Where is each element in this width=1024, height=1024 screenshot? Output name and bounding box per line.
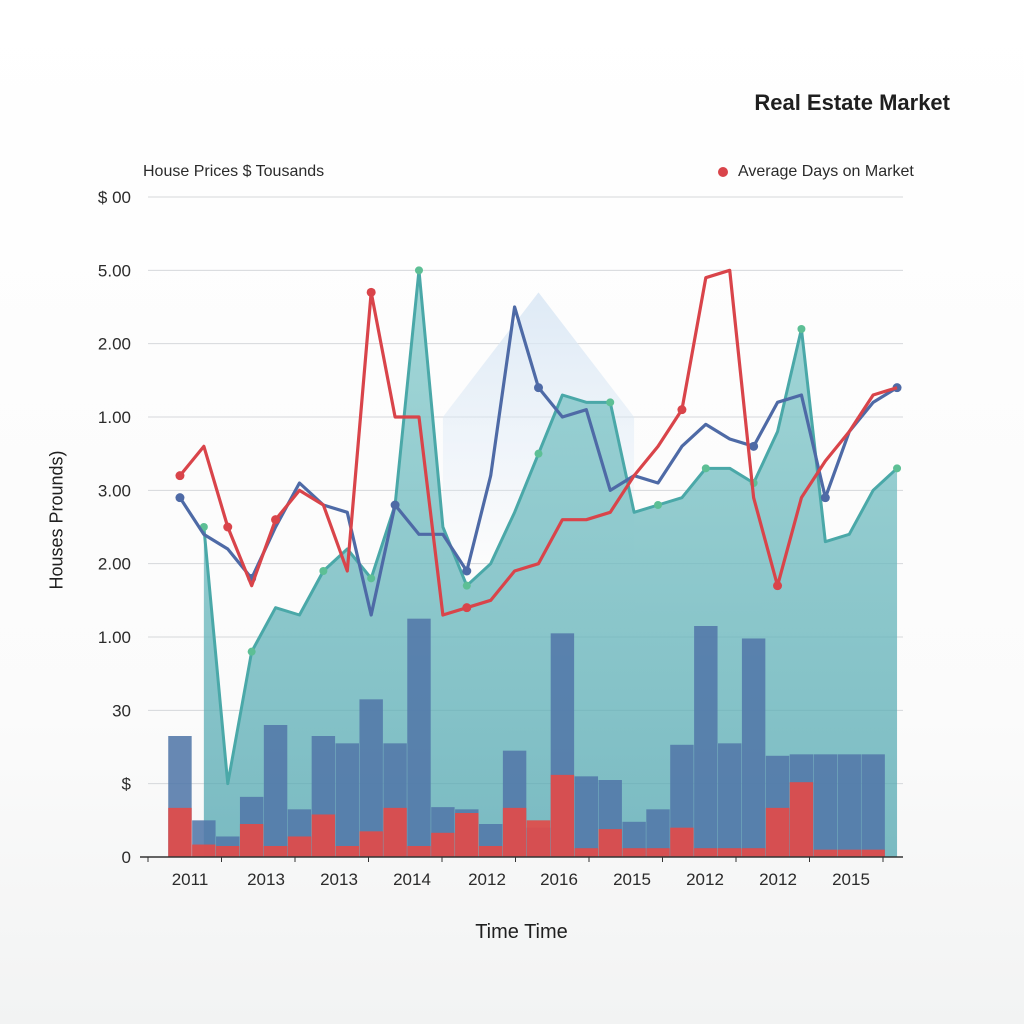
chart-legend: Average Days on Market — [718, 163, 914, 181]
line-series-point — [271, 515, 281, 525]
bar-blue — [837, 754, 861, 857]
bar-blue — [694, 626, 718, 857]
area-series-point — [606, 398, 615, 407]
area-series-point — [893, 464, 902, 473]
bar-red — [407, 846, 431, 857]
x-tick-label: 2012 — [468, 870, 506, 889]
bar-red — [263, 846, 288, 857]
bar-red — [813, 849, 838, 857]
bar-red — [718, 848, 742, 857]
bar-blue — [646, 809, 670, 857]
line-series-point — [366, 287, 376, 297]
bar-red — [789, 782, 814, 857]
bar-red — [837, 849, 861, 857]
area-series-line — [202, 268, 899, 786]
y-tick-label: 3.00 — [98, 481, 131, 500]
bar-red — [168, 807, 192, 857]
bar-red — [574, 848, 599, 857]
bar-blue — [813, 754, 838, 857]
bar-blue — [574, 776, 599, 857]
area-series-point — [319, 567, 328, 575]
x-tick-label: 2016 — [540, 870, 578, 889]
x-tick-label: 2015 — [832, 870, 870, 889]
area-series-point — [797, 325, 806, 333]
y-tick-label: $ — [122, 775, 132, 794]
bar-red — [383, 807, 407, 857]
y-tick-label: 5.00 — [98, 261, 131, 280]
line-series-point — [390, 500, 400, 510]
bar-red — [598, 829, 622, 857]
x-tick-label: 2012 — [686, 870, 724, 889]
line-series-point — [677, 405, 687, 415]
line-series-point — [749, 441, 759, 451]
x-tick-label: 2011 — [172, 870, 209, 889]
area-series-point — [534, 449, 543, 458]
x-tick-label: 2013 — [320, 870, 358, 889]
bar-red — [359, 831, 383, 857]
x-tick-label: 2015 — [613, 870, 651, 889]
bar-red — [765, 807, 790, 857]
chart-title: Real Estate Market — [754, 90, 950, 115]
line-series-point — [820, 493, 830, 503]
bar-blue — [718, 743, 742, 857]
bar-red — [455, 813, 479, 857]
legend-swatch — [718, 167, 728, 177]
area-series-point — [247, 647, 256, 656]
bar-blue — [263, 725, 288, 857]
bar-blue — [407, 618, 431, 857]
y-tick-label: 1.00 — [98, 628, 131, 647]
bar-red — [478, 846, 503, 857]
y-tick-label: 30 — [112, 701, 131, 720]
area-series-point — [701, 464, 710, 473]
legend-label: Average Days on Market — [738, 163, 914, 180]
bar-red — [192, 844, 216, 857]
bar-red — [741, 848, 766, 857]
x-tick-label: 2013 — [247, 870, 285, 889]
line-series-point — [223, 522, 233, 532]
y-tick-label: $ 00 — [98, 188, 131, 207]
bar-red — [670, 827, 694, 857]
bar-blue — [359, 699, 383, 857]
chart-subtitle: House Prices $ Tousands — [143, 163, 325, 180]
bar-blue — [741, 638, 766, 857]
bar-red — [861, 849, 885, 857]
x-tick-label: 2014 — [393, 870, 431, 889]
x-axis-label: Time Time — [475, 921, 568, 943]
bar-blue — [335, 743, 359, 857]
x-tick-label: 2012 — [759, 870, 797, 889]
bar-blue — [861, 754, 885, 857]
area-series-point — [414, 266, 423, 275]
area-series-point — [367, 574, 376, 583]
line-series-point — [175, 493, 185, 503]
y-tick-label: 0 — [122, 848, 131, 867]
bar-red — [550, 774, 575, 857]
line-series-point — [534, 383, 543, 393]
bar-red — [287, 836, 312, 857]
y-tick-label: 1.00 — [98, 408, 131, 427]
area-series-point — [462, 581, 471, 590]
bar-red — [526, 820, 551, 857]
bar-red — [431, 832, 455, 857]
area-series-point — [654, 501, 663, 509]
bar-red — [335, 846, 359, 857]
bar-red — [216, 846, 240, 857]
bar-red — [622, 848, 646, 857]
line-series-point — [175, 471, 185, 481]
y-tick-label: 2.00 — [98, 335, 131, 354]
bar-red — [694, 848, 718, 857]
line-series-point — [773, 581, 783, 591]
y-tick-label: 2.00 — [98, 555, 131, 574]
line-series-point — [462, 603, 472, 613]
bar-red — [646, 848, 670, 857]
bar-red — [311, 814, 336, 857]
line-series-point — [462, 566, 472, 576]
bar-red — [502, 807, 527, 857]
bar-red — [239, 824, 264, 857]
